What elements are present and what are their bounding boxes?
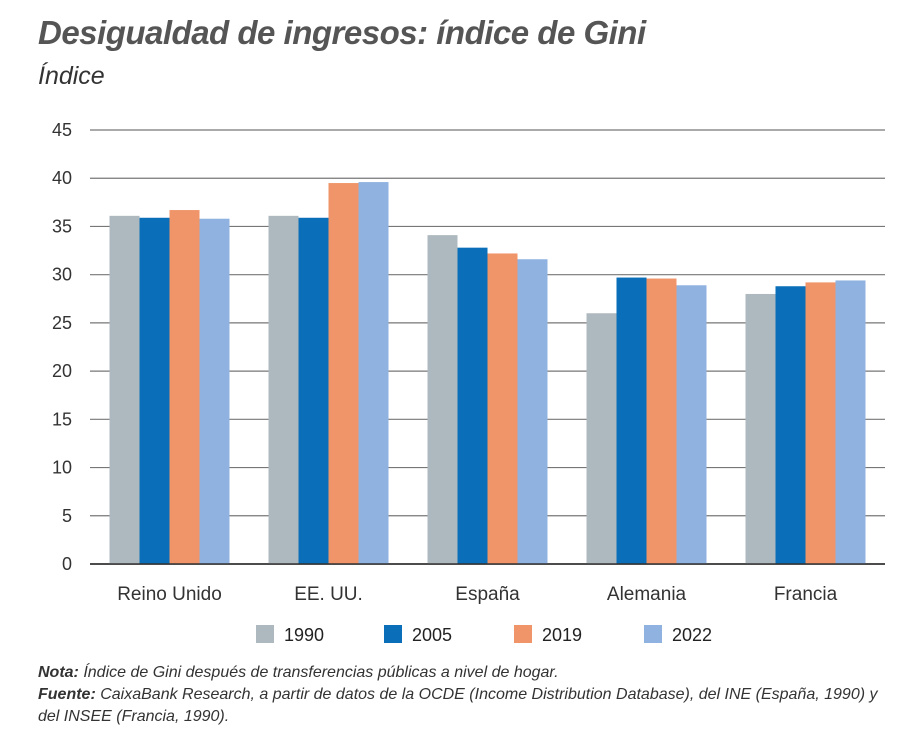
- bar-2022: [517, 259, 548, 564]
- bar-2005: [616, 277, 647, 564]
- y-tick-label: 25: [52, 313, 72, 333]
- x-tick-label: Reino Unido: [117, 584, 222, 605]
- chart-title: Desigualdad de ingresos: índice de Gini: [38, 14, 646, 51]
- y-tick-label: 15: [52, 409, 72, 429]
- legend-swatch-2022: [644, 625, 662, 643]
- bar-2022: [358, 182, 389, 564]
- bar-2019: [646, 278, 677, 564]
- x-tick-label: EE. UU.: [294, 584, 363, 605]
- y-tick-label: 20: [52, 361, 72, 381]
- bar-2022: [676, 285, 707, 564]
- bar-1990: [268, 215, 299, 564]
- x-tick-label: Alemania: [607, 584, 687, 605]
- y-tick-label: 10: [52, 458, 72, 478]
- y-tick-label: 0: [62, 554, 72, 574]
- bar-2019: [805, 282, 836, 564]
- fuente-label: Fuente:: [38, 686, 96, 703]
- legend-label: 2005: [412, 625, 452, 645]
- legend-label: 1990: [284, 625, 324, 645]
- y-tick-label: 35: [52, 216, 72, 236]
- y-tick-label: 45: [52, 120, 72, 140]
- bar-2022: [835, 280, 866, 564]
- x-tick-label: Francia: [774, 584, 838, 605]
- legend-swatch-2019: [514, 625, 532, 643]
- bar-2019: [487, 253, 518, 564]
- legend-label: 2019: [542, 625, 582, 645]
- bar-1990: [586, 313, 617, 564]
- chart-subtitle: Índice: [38, 62, 105, 90]
- x-tick-label: España: [455, 584, 520, 605]
- nota-text: Índice de Gini después de transferencias…: [78, 664, 559, 681]
- fuente-text: CaixaBank Research, a partir de datos de…: [38, 686, 878, 725]
- bar-1990: [427, 235, 458, 564]
- bar-2005: [139, 217, 170, 564]
- nota-label: Nota:: [38, 664, 79, 681]
- bar-2022: [199, 218, 230, 564]
- bar-2005: [775, 286, 806, 564]
- y-tick-label: 5: [62, 506, 72, 526]
- notes: Nota: Índice de Gini después de transfer…: [38, 662, 888, 728]
- legend-swatch-1990: [256, 625, 274, 643]
- legend-label: 2022: [672, 625, 712, 645]
- legend-swatch-2005: [384, 625, 402, 643]
- bar-1990: [745, 293, 776, 564]
- y-tick-label: 40: [52, 168, 72, 188]
- bar-2005: [298, 217, 329, 564]
- y-tick-label: 30: [52, 265, 72, 285]
- bar-2019: [169, 210, 200, 564]
- bar-1990: [109, 215, 140, 564]
- bar-2019: [328, 183, 359, 565]
- bar-chart: 0 5 10 15 20 25 30 35 40 45 Reino Unido EE. UU. Espa…: [52, 120, 885, 645]
- bar-2005: [457, 247, 488, 564]
